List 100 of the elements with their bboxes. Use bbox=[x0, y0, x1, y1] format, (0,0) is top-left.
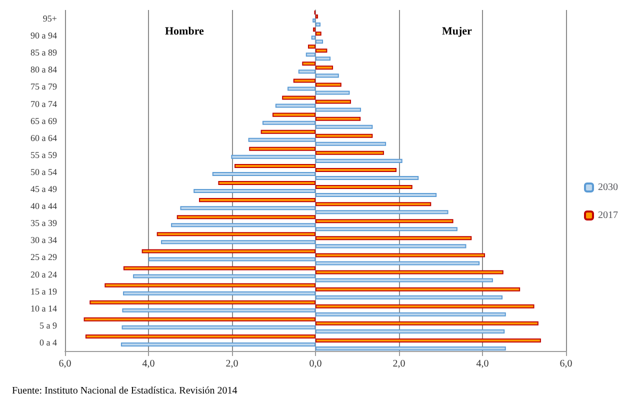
x-tick-label: 4,0 bbox=[476, 358, 489, 370]
bar bbox=[316, 244, 466, 248]
y-tick-label: 45 a 49 bbox=[30, 184, 58, 194]
bar bbox=[316, 82, 342, 87]
y-tick-label: 75 a 79 bbox=[30, 82, 58, 92]
legend-label: 2030 bbox=[598, 182, 618, 193]
bar bbox=[90, 300, 316, 304]
bar bbox=[316, 134, 373, 138]
bar bbox=[316, 227, 458, 232]
bar bbox=[288, 86, 316, 91]
bar bbox=[316, 90, 350, 95]
bar bbox=[316, 124, 373, 129]
bar bbox=[316, 295, 503, 300]
bar bbox=[275, 104, 316, 108]
bar bbox=[316, 158, 402, 163]
y-tick-label: 70 a 74 bbox=[30, 98, 58, 109]
bar bbox=[123, 291, 316, 296]
bar bbox=[316, 338, 541, 342]
x-tick-label: 4,0 bbox=[142, 358, 155, 370]
bar bbox=[316, 219, 454, 224]
bar bbox=[316, 253, 486, 258]
legend-label: 2017 bbox=[598, 210, 618, 221]
bar bbox=[123, 266, 316, 270]
bar bbox=[199, 198, 316, 202]
bar bbox=[316, 142, 386, 146]
bar bbox=[156, 232, 316, 236]
bar bbox=[316, 287, 520, 292]
bar bbox=[316, 66, 334, 70]
bar bbox=[298, 70, 316, 74]
bar bbox=[212, 172, 316, 176]
bar bbox=[316, 40, 324, 44]
bar bbox=[161, 240, 316, 244]
y-tick-label: 0 a 4 bbox=[40, 337, 58, 348]
y-tick-label: 25 a 29 bbox=[30, 252, 58, 262]
x-tick-label: 6,0 bbox=[560, 358, 572, 370]
bar bbox=[282, 96, 316, 100]
bar bbox=[316, 210, 448, 214]
y-tick-label: 55 a 59 bbox=[30, 150, 58, 160]
annotation: Hombre bbox=[165, 26, 204, 38]
bar bbox=[234, 164, 316, 168]
y-tick-label: 30 a 34 bbox=[30, 235, 58, 246]
y-tick-label: 80 a 84 bbox=[30, 64, 58, 75]
bar bbox=[316, 150, 384, 155]
x-tick-label: 2,0 bbox=[226, 358, 238, 370]
bar bbox=[316, 100, 351, 104]
y-tick-label: 65 a 69 bbox=[30, 116, 58, 126]
bar bbox=[306, 52, 316, 57]
bar bbox=[316, 185, 412, 190]
bar bbox=[104, 283, 316, 288]
bar bbox=[316, 329, 505, 334]
bar bbox=[260, 130, 316, 134]
bar bbox=[316, 48, 328, 53]
bar bbox=[316, 176, 419, 180]
bar bbox=[122, 325, 316, 330]
bar bbox=[120, 342, 316, 346]
bar bbox=[311, 36, 316, 40]
bar bbox=[316, 304, 534, 308]
source-note: Fuente: Instituto Nacional de Estadística. Revisión 2014 bbox=[12, 386, 238, 396]
bar bbox=[248, 138, 316, 142]
y-tick-label: 95+ bbox=[42, 14, 57, 24]
bar bbox=[218, 181, 316, 186]
x-tick-label: 6,0 bbox=[58, 358, 72, 370]
bar bbox=[272, 112, 316, 117]
x-tick-label: 0,0 bbox=[309, 358, 322, 370]
x-tick-label: 2,0 bbox=[392, 358, 406, 370]
y-tick-label: 15 a 19 bbox=[30, 286, 58, 296]
bar bbox=[316, 312, 506, 316]
y-tick-label: 10 a 14 bbox=[30, 303, 58, 314]
y-tick-label: 5 a 9 bbox=[40, 320, 58, 330]
bar bbox=[302, 62, 316, 66]
bar bbox=[148, 257, 316, 262]
bar bbox=[171, 223, 316, 228]
y-tick-label: 35 a 39 bbox=[30, 218, 58, 228]
bar bbox=[194, 189, 316, 194]
bar bbox=[316, 346, 506, 350]
y-tick-label: 90 a 94 bbox=[30, 30, 58, 41]
bar bbox=[308, 44, 316, 49]
y-tick-label: 85 a 89 bbox=[30, 48, 58, 58]
bar bbox=[231, 154, 316, 159]
bar bbox=[122, 308, 316, 312]
y-tick-label: 20 a 24 bbox=[30, 269, 58, 280]
bar bbox=[133, 274, 316, 278]
bar bbox=[316, 236, 472, 240]
bar bbox=[316, 22, 321, 27]
bar bbox=[316, 74, 339, 78]
bar bbox=[316, 168, 396, 172]
bar bbox=[316, 32, 322, 36]
bar bbox=[316, 261, 480, 266]
bar bbox=[293, 78, 316, 83]
bar bbox=[85, 334, 316, 338]
bar bbox=[249, 146, 316, 151]
bar bbox=[316, 270, 504, 274]
bar bbox=[316, 56, 331, 61]
y-tick-label: 60 a 64 bbox=[30, 132, 58, 143]
y-tick-label: 50 a 54 bbox=[30, 166, 58, 177]
bar bbox=[316, 116, 361, 121]
bar bbox=[316, 321, 538, 326]
bar bbox=[84, 317, 316, 322]
bar bbox=[142, 249, 316, 254]
y-tick-label: 40 a 44 bbox=[30, 201, 58, 212]
